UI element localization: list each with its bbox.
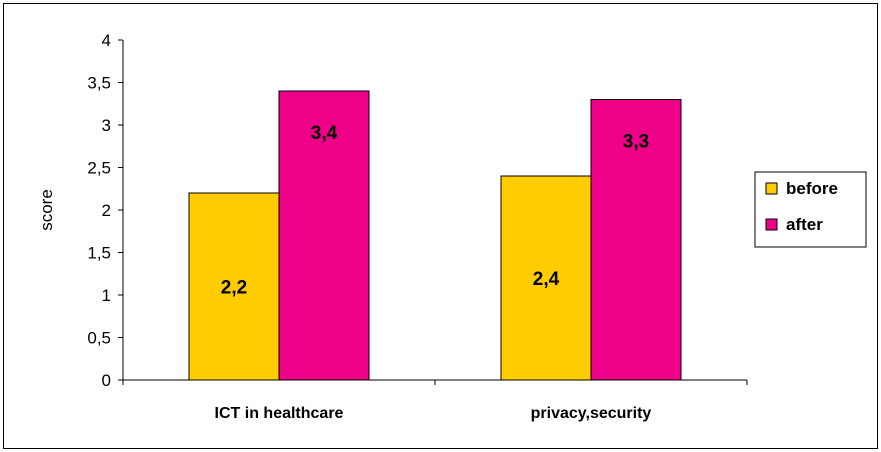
legend-swatch-before <box>765 182 778 195</box>
y-tick-label: 0 <box>102 371 111 390</box>
x-category-label: privacy,security <box>531 405 652 422</box>
data-label-before: 2,4 <box>533 269 560 290</box>
data-label-after: 3,4 <box>311 123 338 144</box>
y-tick-label: 3 <box>102 116 111 135</box>
y-tick-label: 1,5 <box>87 244 111 263</box>
data-label-before: 2,2 <box>221 278 247 299</box>
x-category-label: ICT in healthcare <box>215 405 344 422</box>
plot-area: 0 0,5 1 1,5 2 2,5 3 3,5 4 2,2 3,4 ICT in healthcare… <box>87 31 748 422</box>
y-axis-title: score <box>37 189 56 231</box>
y-tick-label: 4 <box>102 31 111 50</box>
legend-label-after: after <box>786 215 823 234</box>
legend: before after <box>754 171 867 248</box>
y-tick-label: 3,5 <box>87 74 111 93</box>
bar-before <box>500 175 592 381</box>
y-tick-label: 0,5 <box>87 329 111 348</box>
chart-frame <box>3 3 878 449</box>
y-tick-label: 2,5 <box>87 159 111 178</box>
bar-after <box>590 99 682 381</box>
y-tick-label: 1 <box>102 286 111 305</box>
bar-after <box>278 90 370 381</box>
bar-before <box>188 192 280 381</box>
y-tick-label: 2 <box>102 201 111 220</box>
legend-swatch-after <box>765 218 778 231</box>
legend-label-before: before <box>786 179 838 198</box>
data-label-after: 3,3 <box>623 132 649 153</box>
